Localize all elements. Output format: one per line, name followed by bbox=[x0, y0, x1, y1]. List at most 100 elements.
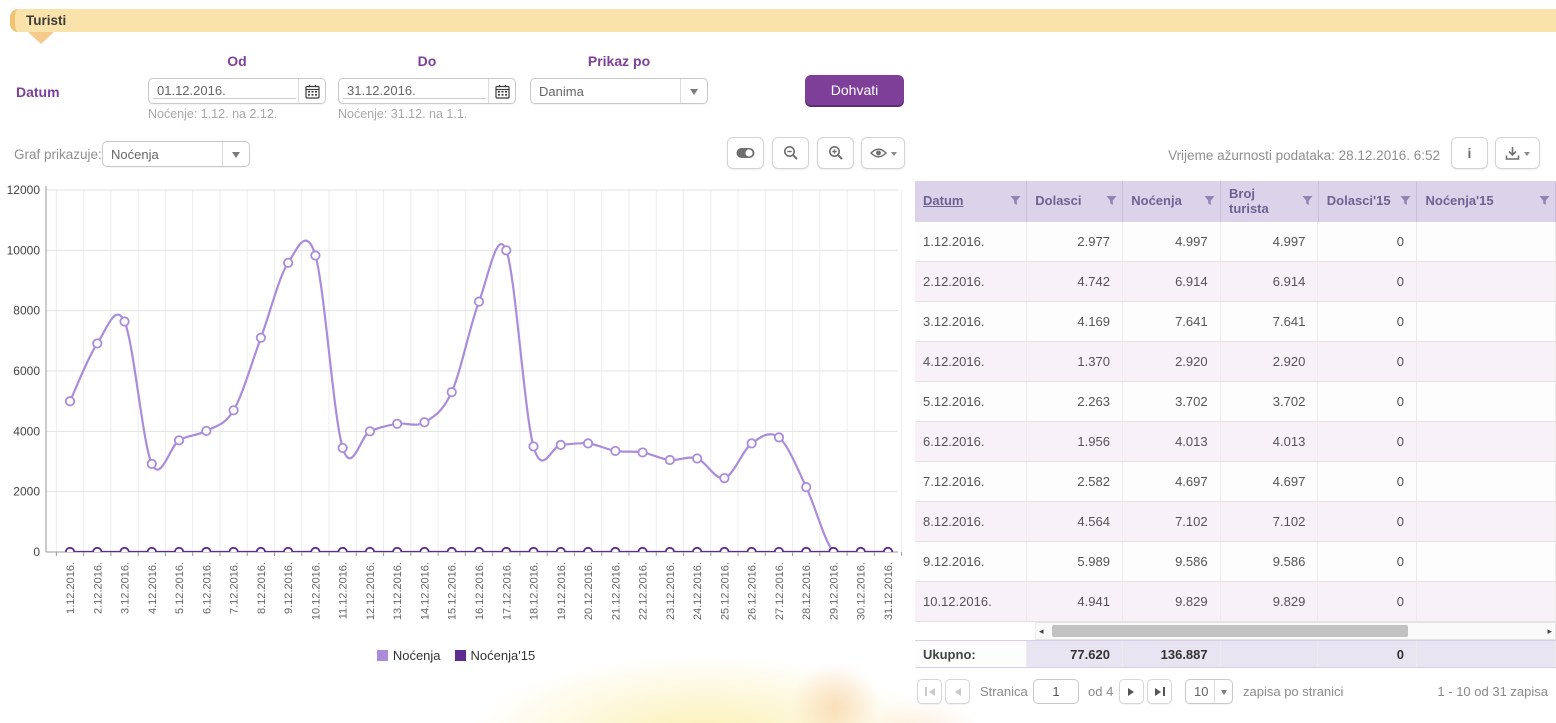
table-scroll-row: ◂ ▸ bbox=[915, 622, 1556, 640]
date-from-value[interactable]: 01.12.2016. bbox=[153, 83, 296, 99]
next-page-button[interactable] bbox=[1119, 679, 1144, 704]
svg-text:26.12.2016.: 26.12.2016. bbox=[747, 562, 759, 620]
row-value-cell: 0 bbox=[1318, 422, 1417, 461]
dohvati-button[interactable]: Dohvati bbox=[805, 75, 904, 105]
svg-text:16.12.2016.: 16.12.2016. bbox=[474, 562, 486, 620]
row-value-cell bbox=[1417, 342, 1556, 381]
total-value-cell: 77.620 bbox=[1027, 641, 1123, 667]
filter-icon[interactable] bbox=[1302, 195, 1313, 206]
svg-text:24.12.2016.: 24.12.2016. bbox=[692, 562, 704, 620]
table-row[interactable]: 8.12.2016. 4.564 7.102 7.102 0 bbox=[915, 502, 1556, 542]
svg-text:5.12.2016.: 5.12.2016. bbox=[174, 562, 186, 614]
first-page-button[interactable] bbox=[917, 679, 942, 704]
date-from-hint: Noćenje: 1.12. na 2.12. bbox=[148, 107, 278, 121]
chart-canvas[interactable]: 0 2000 4000 6000 8000 10000 12000 1.12.2016. 2.1… bbox=[0, 182, 912, 657]
page-number-input[interactable] bbox=[1033, 679, 1079, 704]
svg-text:1.12.2016.: 1.12.2016. bbox=[65, 562, 77, 614]
svg-text:10000: 10000 bbox=[7, 243, 41, 257]
legend-swatch bbox=[454, 650, 466, 661]
chart-legend: Noćenja Noćenja'15 bbox=[0, 648, 912, 663]
total-value-cell: 136.887 bbox=[1122, 641, 1221, 667]
table-row[interactable]: 3.12.2016. 4.169 7.641 7.641 0 bbox=[915, 302, 1556, 342]
table-row[interactable]: 1.12.2016. 2.977 4.997 4.997 0 bbox=[915, 222, 1556, 262]
filter-icon[interactable] bbox=[1539, 195, 1550, 206]
tab-turisti-label: Turisti bbox=[26, 13, 67, 28]
column-header[interactable]: Dolasci bbox=[1027, 181, 1124, 222]
row-value-cell: 2.263 bbox=[1027, 382, 1123, 421]
calendar-icon[interactable] bbox=[488, 79, 515, 103]
toggle-view-button[interactable] bbox=[727, 137, 764, 169]
row-date-cell: 5.12.2016. bbox=[915, 382, 1028, 421]
row-value-cell: 9.586 bbox=[1221, 542, 1319, 581]
row-value-cell: 4.013 bbox=[1123, 422, 1221, 461]
date-to-value[interactable]: 31.12.2016. bbox=[343, 83, 486, 99]
row-value-cell bbox=[1417, 422, 1556, 461]
row-value-cell bbox=[1417, 462, 1556, 501]
svg-text:18.12.2016.: 18.12.2016. bbox=[529, 562, 541, 620]
scrollbar-thumb[interactable] bbox=[1052, 625, 1408, 637]
download-icon bbox=[1505, 146, 1520, 160]
scroll-left-arrow[interactable]: ◂ bbox=[1039, 626, 1044, 636]
previous-page-button[interactable] bbox=[945, 679, 970, 704]
scroll-right-arrow[interactable]: ▸ bbox=[1547, 626, 1552, 636]
export-button[interactable] bbox=[1495, 137, 1540, 169]
column-header[interactable]: Noćenja bbox=[1123, 181, 1222, 222]
filter-icon[interactable] bbox=[1106, 195, 1117, 206]
chevron-down-icon bbox=[890, 151, 897, 159]
zoom-out-button[interactable] bbox=[772, 137, 809, 169]
svg-text:14.12.2016.: 14.12.2016. bbox=[419, 562, 431, 620]
row-value-cell: 4.997 bbox=[1221, 222, 1319, 261]
info-button[interactable]: i bbox=[1451, 137, 1488, 169]
table-row[interactable]: 6.12.2016. 1.956 4.013 4.013 0 bbox=[915, 422, 1556, 462]
row-value-cell bbox=[1417, 302, 1556, 341]
calendar-icon[interactable] bbox=[298, 79, 325, 103]
horizontal-scrollbar[interactable]: ◂ ▸ bbox=[1036, 622, 1556, 640]
column-header[interactable]: Noćenja'15 bbox=[1417, 181, 1556, 222]
svg-text:2000: 2000 bbox=[13, 485, 40, 499]
table-header-row: Datum Dolasci Noćenja Broj turista Dolasci'1… bbox=[915, 181, 1556, 222]
table-row[interactable]: 4.12.2016. 1.370 2.920 2.920 0 bbox=[915, 342, 1556, 382]
svg-text:8000: 8000 bbox=[13, 304, 40, 318]
total-value-cell bbox=[1416, 641, 1556, 667]
last-page-button[interactable] bbox=[1147, 679, 1172, 704]
column-header[interactable]: Dolasci'15 bbox=[1319, 181, 1418, 222]
svg-text:13.12.2016.: 13.12.2016. bbox=[392, 562, 404, 620]
graf-prikazuje-select[interactable]: Noćenja bbox=[102, 141, 250, 167]
row-date-cell: 1.12.2016. bbox=[915, 222, 1028, 261]
row-value-cell: 4.697 bbox=[1123, 462, 1221, 501]
table-row[interactable]: 2.12.2016. 4.742 6.914 6.914 0 bbox=[915, 262, 1556, 302]
svg-text:22.12.2016.: 22.12.2016. bbox=[638, 562, 650, 620]
legend-item-nocenja[interactable]: Noćenja bbox=[376, 648, 441, 663]
table-row[interactable]: 10.12.2016. 4.941 9.829 9.829 0 bbox=[915, 582, 1556, 622]
prikaz-po-select[interactable]: Danima bbox=[530, 78, 708, 104]
row-value-cell bbox=[1417, 262, 1556, 301]
tab-turisti[interactable]: Turisti bbox=[10, 9, 1556, 32]
svg-text:4.12.2016.: 4.12.2016. bbox=[147, 562, 159, 614]
zoom-in-button[interactable] bbox=[817, 137, 854, 169]
zoom-out-icon bbox=[783, 146, 798, 160]
zapisa-po-stranici-label: zapisa po stranici bbox=[1243, 684, 1344, 699]
svg-text:9.12.2016.: 9.12.2016. bbox=[283, 562, 295, 614]
row-date-cell: 7.12.2016. bbox=[915, 462, 1028, 501]
filter-icon[interactable] bbox=[1400, 195, 1411, 206]
svg-text:23.12.2016.: 23.12.2016. bbox=[665, 562, 677, 620]
table-row[interactable]: 7.12.2016. 2.582 4.697 4.697 0 bbox=[915, 462, 1556, 502]
table-row[interactable]: 5.12.2016. 2.263 3.702 3.702 0 bbox=[915, 382, 1556, 422]
page-size-select[interactable]: 10 bbox=[1185, 679, 1233, 704]
filter-icon[interactable] bbox=[1204, 195, 1215, 206]
svg-text:27.12.2016.: 27.12.2016. bbox=[774, 562, 786, 620]
legend-item-nocenja-15[interactable]: Noćenja'15 bbox=[454, 648, 535, 663]
svg-text:7.12.2016.: 7.12.2016. bbox=[229, 562, 241, 614]
row-date-cell: 9.12.2016. bbox=[915, 542, 1028, 581]
date-from-field[interactable]: 01.12.2016. bbox=[148, 78, 326, 104]
date-to-field[interactable]: 31.12.2016. bbox=[338, 78, 516, 104]
chevron-down-icon bbox=[222, 142, 249, 166]
table-row[interactable]: 9.12.2016. 5.989 9.586 9.586 0 bbox=[915, 542, 1556, 582]
svg-text:4000: 4000 bbox=[13, 424, 40, 438]
svg-text:6.12.2016.: 6.12.2016. bbox=[201, 562, 213, 614]
chevron-down-icon bbox=[1524, 151, 1530, 159]
column-header[interactable]: Datum bbox=[915, 181, 1028, 222]
filter-icon[interactable] bbox=[1010, 195, 1021, 206]
series-visibility-button[interactable] bbox=[861, 137, 905, 169]
column-header[interactable]: Broj turista bbox=[1221, 181, 1319, 222]
